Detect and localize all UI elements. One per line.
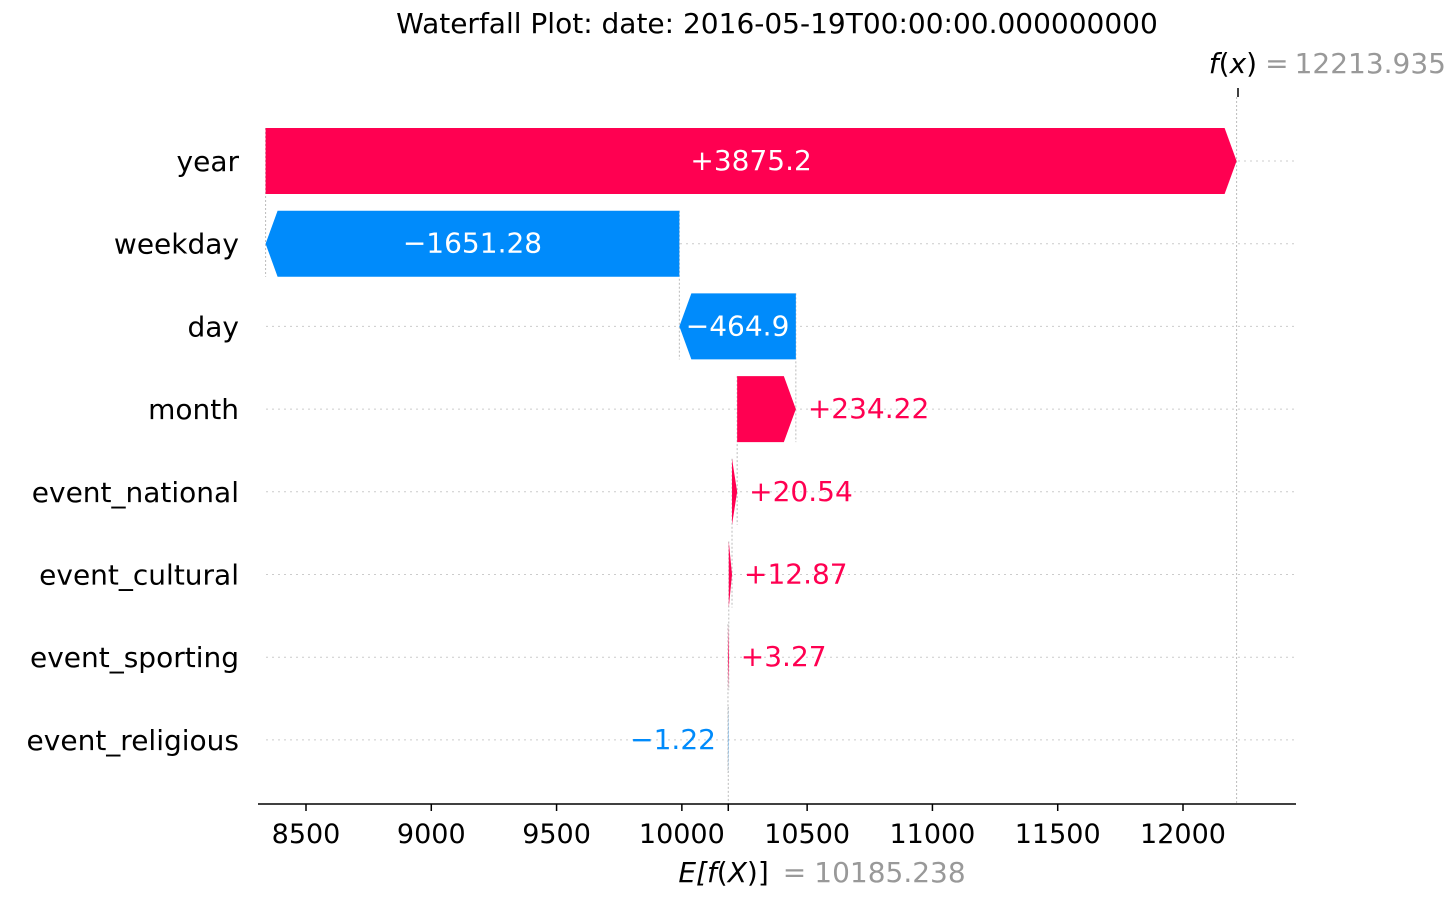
value-label: +234.22: [808, 392, 929, 425]
output-label-value: 12213.935: [1295, 47, 1446, 80]
value-label: +3.27: [741, 640, 827, 673]
x-tick-label: 11000: [889, 819, 975, 850]
feature-label: weekday: [114, 228, 239, 261]
value-label: +20.54: [749, 475, 853, 508]
feature-label: event_religious: [27, 724, 239, 757]
connector-lines: [265, 97, 1238, 804]
output-label-arg: x: [1229, 47, 1247, 80]
value-label: −464.9: [686, 309, 790, 342]
base-label-arg: X: [726, 856, 748, 889]
x-tick-label: 12000: [1140, 819, 1226, 850]
bar-event_sporting: [727, 624, 729, 691]
chart-title: Waterfall Plot: date: 2016-05-19T00:00:0…: [396, 7, 1158, 40]
base-label-suffix: ]: [758, 856, 769, 889]
x-tick-label: 9500: [522, 819, 591, 850]
base-label-eq: =: [783, 856, 806, 889]
bar-event_national: [732, 458, 738, 525]
value-label: −1651.28: [403, 227, 542, 260]
x-tick-label: 8500: [272, 819, 341, 850]
feature-label: event_national: [32, 476, 239, 509]
x-tick-label: 11500: [1015, 819, 1101, 850]
value-label: +12.87: [744, 558, 848, 591]
output-label-eq: =: [1265, 47, 1288, 80]
bar-year: [265, 128, 1237, 194]
value-annotations: +3875.2 −1651.28 −464.9 +234.22 +20.54 +12.87…: [403, 144, 929, 756]
feature-label: year: [177, 145, 240, 178]
feature-label: day: [187, 310, 239, 343]
x-tick-label: 10500: [764, 819, 850, 850]
base-label-prefix: E[: [678, 856, 708, 889]
feature-labels: year weekday day month event_national event_c…: [27, 145, 240, 757]
feature-label: month: [148, 393, 239, 426]
bars: [265, 128, 1237, 773]
x-tick-label: 10000: [639, 819, 725, 850]
x-tick-label: 9000: [397, 819, 466, 850]
x-axis-ticks: 8500 9000 9500 10000 10500 11000 11500 12000: [272, 804, 1226, 850]
bar-weekday: [265, 210, 680, 277]
bar-month: [737, 376, 796, 443]
feature-label: event_cultural: [39, 559, 239, 592]
output-value-label: f(x) = 12213.935: [1209, 47, 1446, 80]
base-value-label: E[f(X)] = 10185.238: [678, 856, 965, 889]
bar-day: [679, 293, 796, 360]
value-label: −1.22: [630, 723, 716, 756]
base-label-value: 10185.238: [814, 856, 965, 889]
value-label: +3875.2: [690, 144, 811, 177]
feature-label: event_sporting: [30, 641, 239, 674]
bar-event_cultural: [728, 541, 733, 608]
